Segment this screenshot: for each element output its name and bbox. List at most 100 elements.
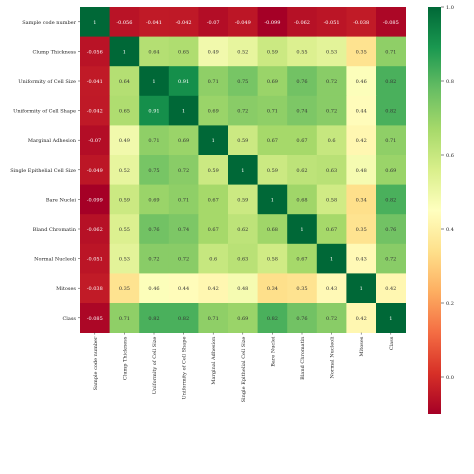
heatmap-cell-label: 0.58 <box>326 197 337 203</box>
heatmap-cell <box>168 66 199 97</box>
heatmap-cell <box>80 125 110 156</box>
heatmap-cell-label: -0.049 <box>235 20 251 26</box>
heatmap-cell <box>228 7 258 37</box>
heatmap-cell-label: -0.07 <box>207 20 220 26</box>
heatmap-cell-label: 1 <box>330 257 333 263</box>
heatmap-cell-label: 0.69 <box>178 138 189 144</box>
heatmap-cell-labels: 1 -0.056 -0.041 -0.042 -0.07 -0.049 -0.099 -0.0… <box>87 20 399 322</box>
heatmap-cell <box>80 303 110 333</box>
heatmap-cell-label: 0.76 <box>296 316 307 322</box>
heatmap-cell-label: 0.59 <box>119 197 130 203</box>
heatmap-cell-label: 1 <box>241 168 244 174</box>
heatmap-cell-label: 0.76 <box>385 227 396 233</box>
heatmap-cell <box>109 95 140 126</box>
heatmap-cell <box>287 273 318 304</box>
heatmap-cell <box>287 243 318 274</box>
y-tick-label: Marginal Adhesion <box>28 138 77 144</box>
heatmap-cell-label: 0.63 <box>237 257 248 263</box>
heatmap-cell-label: 0.59 <box>267 49 278 55</box>
heatmap-cell-label: 0.67 <box>296 257 307 263</box>
heatmap-cell-label: 0.35 <box>356 49 367 55</box>
heatmap-cell <box>257 155 288 185</box>
heatmap-cell-label: -0.049 <box>87 168 103 174</box>
heatmap-cell-label: 0.34 <box>356 197 367 203</box>
heatmap-cell <box>257 303 288 333</box>
x-tick-label: Mitoses <box>359 336 365 356</box>
heatmap-cell-label: 0.63 <box>326 168 337 174</box>
y-tick-label: Mitoses <box>56 286 76 292</box>
heatmap-cell <box>228 273 258 304</box>
heatmap-cell <box>287 303 318 333</box>
heatmap-cell-label: 0.59 <box>237 138 248 144</box>
heatmap-cell <box>346 155 377 185</box>
heatmap-cell-label: 1 <box>360 286 363 292</box>
heatmap-cell-label: 0.67 <box>326 227 337 233</box>
heatmap-cell <box>198 273 229 304</box>
heatmap-cell <box>376 214 406 245</box>
heatmap-cell <box>346 214 377 245</box>
heatmap-cell-label: -0.051 <box>324 20 340 26</box>
heatmap-cell <box>228 184 258 215</box>
heatmap-cell <box>168 7 199 37</box>
heatmap-cell <box>376 273 406 304</box>
heatmap-cell <box>257 214 288 245</box>
heatmap-cell-label: 0.48 <box>356 168 367 174</box>
heatmap-cell <box>109 36 140 67</box>
heatmap-cell-label: 0.76 <box>296 79 307 85</box>
heatmap-cell <box>257 243 288 274</box>
heatmap-cell <box>80 95 110 126</box>
heatmap-cell <box>80 214 110 245</box>
heatmap-cell <box>346 303 377 333</box>
heatmap-cell-label: 0.68 <box>267 227 278 233</box>
x-tick-label: Sample code number <box>93 336 99 390</box>
heatmap-cell-label: -0.038 <box>353 20 369 26</box>
heatmap-cell <box>80 273 110 304</box>
x-tick-label: Uniformity of Cell Size <box>152 337 158 395</box>
colorbar-tick-label: 0.0 <box>446 375 454 381</box>
heatmap-cell <box>287 36 318 67</box>
heatmap-cell-label: 0.42 <box>356 138 367 144</box>
heatmap-cell <box>139 95 170 126</box>
heatmap-cell-label: 0.71 <box>178 197 189 203</box>
heatmap-cell <box>346 243 377 274</box>
heatmap-cell-label: -0.07 <box>88 138 101 144</box>
heatmap-cell <box>316 66 347 97</box>
colorbar-tick-label: 0.4 <box>446 227 454 233</box>
heatmap-cell-label: 0.44 <box>178 286 189 292</box>
heatmap-cell <box>80 66 110 97</box>
heatmap-cell <box>168 184 199 215</box>
heatmap-cell <box>168 214 199 245</box>
heatmap-cell-label: 0.82 <box>178 316 189 322</box>
heatmap-cell <box>257 95 288 126</box>
heatmap-cell <box>376 184 406 215</box>
heatmap-cells <box>80 7 406 333</box>
heatmap-cell <box>139 36 170 67</box>
heatmap-cell-label: 0.69 <box>385 168 396 174</box>
heatmap-cell <box>109 273 140 304</box>
heatmap-cell-label: 0.35 <box>119 286 130 292</box>
heatmap-cell-label: 0.74 <box>296 109 307 115</box>
heatmap-cell <box>316 36 347 67</box>
heatmap-cell-label: -0.051 <box>87 257 103 263</box>
heatmap-cell <box>346 66 377 97</box>
heatmap-cell-label: -0.056 <box>116 20 132 26</box>
heatmap-cell <box>316 7 347 37</box>
x-tick-label: Marginal Adhesion <box>211 336 217 385</box>
heatmap-cell-label: 1 <box>389 316 392 322</box>
heatmap-cell <box>376 95 406 126</box>
heatmap-cell <box>168 303 199 333</box>
heatmap-cell-label: 0.82 <box>385 79 396 85</box>
heatmap-cell-label: 0.43 <box>356 257 367 263</box>
heatmap-cell-label: 1 <box>212 138 215 144</box>
heatmap-cell-label: 0.59 <box>237 197 248 203</box>
heatmap-cell-label: 0.72 <box>178 168 189 174</box>
heatmap-cell-label: 0.48 <box>237 286 248 292</box>
heatmap-cell-label: 0.82 <box>148 316 159 322</box>
heatmap-cell-label: 0.72 <box>326 79 337 85</box>
heatmap-cell <box>109 125 140 156</box>
heatmap-cell <box>198 214 229 245</box>
heatmap-cell <box>198 7 229 37</box>
colorbar: 0.0 0.2 0.4 0.6 0.8 1.0 <box>428 5 454 414</box>
heatmap-cell-label: 0.6 <box>328 138 336 144</box>
heatmap-cell-label: 0.67 <box>208 227 219 233</box>
